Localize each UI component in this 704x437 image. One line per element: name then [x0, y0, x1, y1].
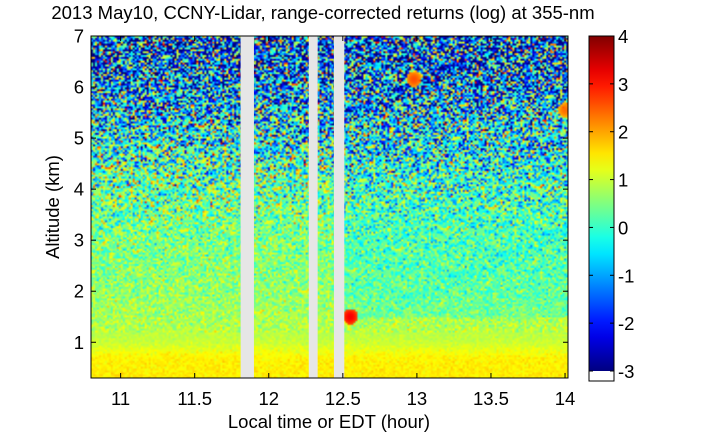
data-gap-1 — [240, 36, 254, 378]
heatmap-image — [91, 36, 568, 378]
x-tick-label: 12 — [258, 388, 279, 409]
y-axis: 1 2 3 4 5 6 7 — [74, 26, 568, 353]
colorbar-tick-label: -1 — [618, 265, 634, 286]
colorbar: -3 -2 -1 0 1 2 3 4 — [588, 26, 634, 382]
x-tick-label: 11.5 — [177, 388, 212, 409]
colorbar-gradient — [589, 36, 614, 371]
colorbar-tick-label: 1 — [618, 170, 628, 191]
colorbar-tick-label: 4 — [618, 26, 628, 47]
colorbar-ticks: -3 -2 -1 0 1 2 3 4 — [589, 26, 634, 382]
plot-frame — [90, 35, 569, 379]
y-tick-label: 5 — [74, 128, 84, 149]
data-gaps — [240, 36, 345, 378]
colorbar-tick-label: 2 — [618, 122, 628, 143]
colorbar-frame — [588, 35, 615, 382]
colorbar-tick-label: -2 — [618, 313, 634, 334]
x-tick-label: 11 — [111, 388, 130, 409]
x-tick-label: 14 — [555, 388, 576, 409]
colorbar-under-color — [589, 371, 614, 381]
data-gap-2 — [308, 36, 318, 378]
chart-title: 2013 May10, CCNY-Lidar, range-corrected … — [51, 2, 594, 23]
data-gap-3 — [333, 36, 345, 378]
y-tick-label: 1 — [74, 332, 84, 353]
x-axis-label: Local time or EDT (hour) — [228, 411, 430, 432]
y-tick-label: 7 — [74, 26, 84, 47]
y-tick-label: 2 — [74, 281, 84, 302]
x-tick-label: 12.5 — [325, 388, 361, 409]
x-tick-label: 13.5 — [473, 388, 509, 409]
y-axis-label: Altitude (km) — [42, 155, 63, 259]
y-tick-label: 3 — [74, 230, 84, 251]
x-axis: 11 11.5 12 12.5 13 13.5 14 — [111, 36, 575, 409]
y-tick-label: 4 — [74, 179, 84, 200]
y-tick-label: 6 — [74, 77, 84, 98]
x-tick-label: 13 — [407, 388, 428, 409]
colorbar-tick-label: 0 — [618, 217, 628, 238]
colorbar-tick-label: -3 — [618, 361, 634, 382]
colorbar-tick-label: 3 — [618, 74, 628, 95]
